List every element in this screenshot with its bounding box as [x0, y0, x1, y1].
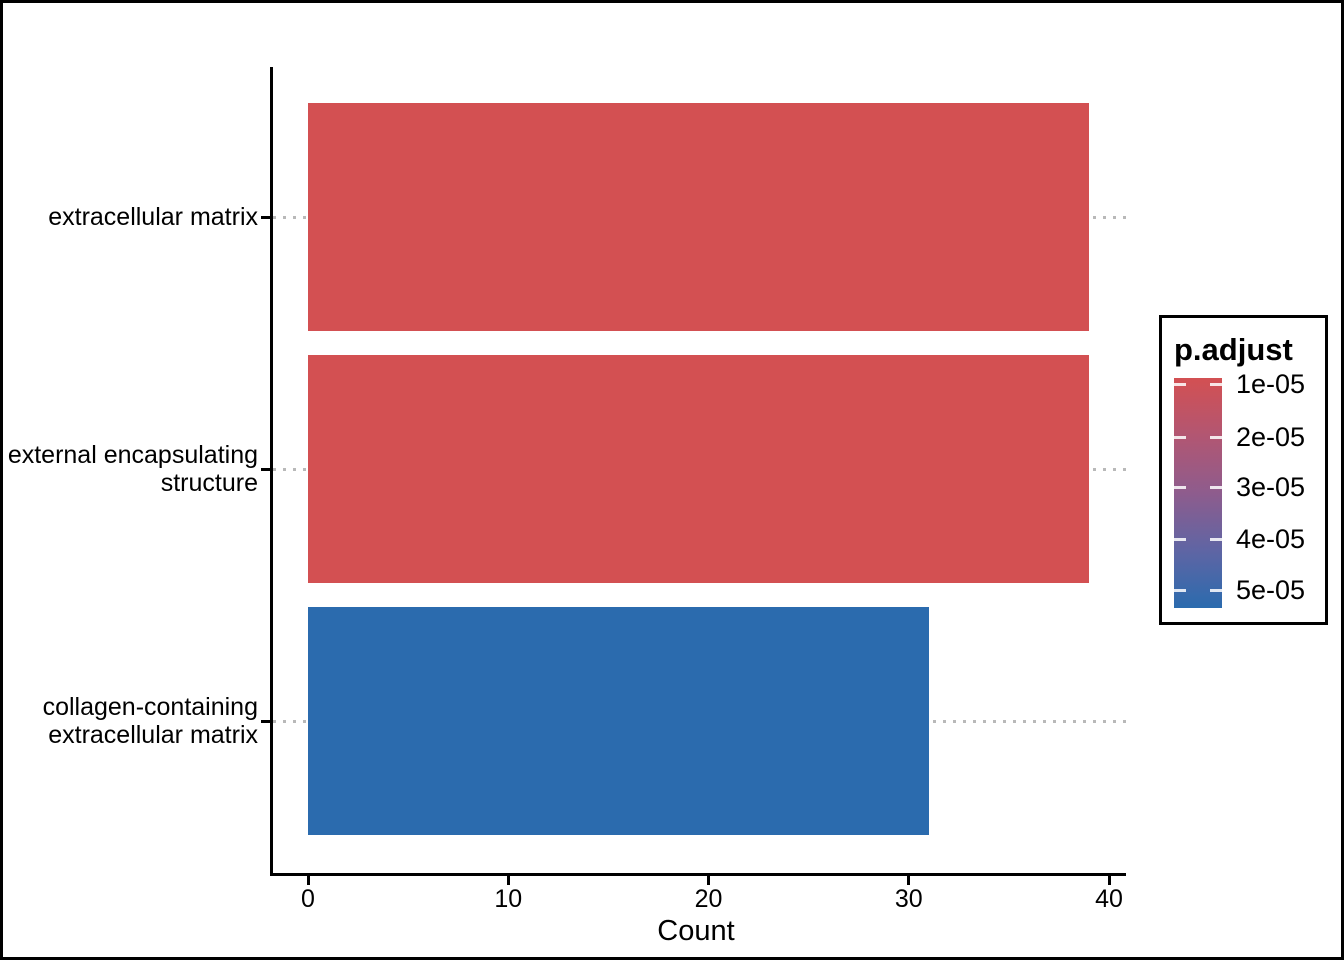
legend-colorbar-tick: [1210, 589, 1222, 593]
x-tick-label: 40: [1095, 885, 1123, 913]
legend-colorbar-tick: [1174, 435, 1186, 439]
y-tick-label-collagen-containing-extracellular-matrix: collagen-containing extracellular matrix: [42, 693, 258, 749]
legend-colorbar-tick: [1210, 383, 1222, 387]
x-axis-tick: [306, 876, 310, 885]
x-axis-tick: [707, 876, 710, 885]
x-axis-tick: [907, 876, 911, 885]
x-tick-label: 10: [494, 885, 523, 913]
x-tick-label: 20: [694, 885, 723, 913]
y-tick-label-external-encapsulating-structure: external encapsulating structure: [7, 441, 258, 497]
x-axis-title: Count: [657, 915, 735, 947]
x-axis-tick: [506, 876, 510, 885]
x-tick-label: 30: [894, 885, 923, 913]
plot-panel: [270, 67, 1126, 876]
legend-colorbar-tick: [1210, 538, 1222, 542]
legend-colorbar-tick: [1174, 486, 1186, 490]
legend-colorbar-tick: [1210, 486, 1222, 490]
x-axis-tick: [1107, 876, 1111, 885]
legend-colorbar-tick: [1210, 435, 1222, 439]
x-tick-label: 0: [301, 885, 315, 913]
legend-tick-label: 2e-05: [1236, 421, 1306, 452]
y-axis-tick: [261, 719, 270, 723]
bar-external-encapsulating-structure: [308, 355, 1089, 583]
legend-tick-label: 1e-05: [1236, 369, 1306, 400]
legend-tick-label: 3e-05: [1236, 472, 1306, 503]
legend-colorbar-tick: [1174, 383, 1186, 387]
legend-colorbar: [1174, 378, 1222, 608]
legend-tick-label: 4e-05: [1236, 524, 1306, 555]
legend-title: p.adjust: [1174, 332, 1293, 367]
bar-extracellular-matrix: [308, 103, 1089, 331]
y-tick-label-extracellular-matrix: extracellular matrix: [48, 203, 258, 231]
legend-tick-label: 5e-05: [1236, 575, 1306, 606]
y-axis-tick: [261, 467, 270, 471]
legend-colorbar-tick: [1174, 589, 1186, 593]
y-axis-tick: [261, 215, 270, 219]
legend-panel: p.adjust 1e-05 2e-05 3e-05 4e-05 5e-05: [1159, 315, 1328, 625]
bar-collagen-containing-extracellular-matrix: [308, 607, 929, 835]
legend-colorbar-tick: [1174, 538, 1186, 542]
